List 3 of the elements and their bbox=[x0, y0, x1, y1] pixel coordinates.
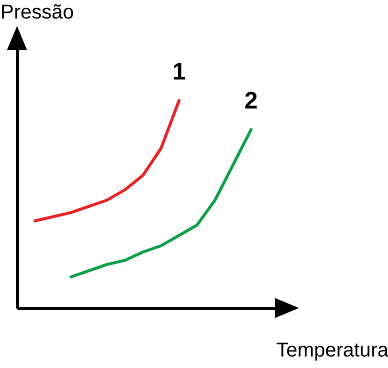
series-label: 2 bbox=[244, 88, 258, 115]
y-axis-title: Pressão bbox=[0, 2, 74, 24]
series-label: 1 bbox=[172, 58, 186, 86]
